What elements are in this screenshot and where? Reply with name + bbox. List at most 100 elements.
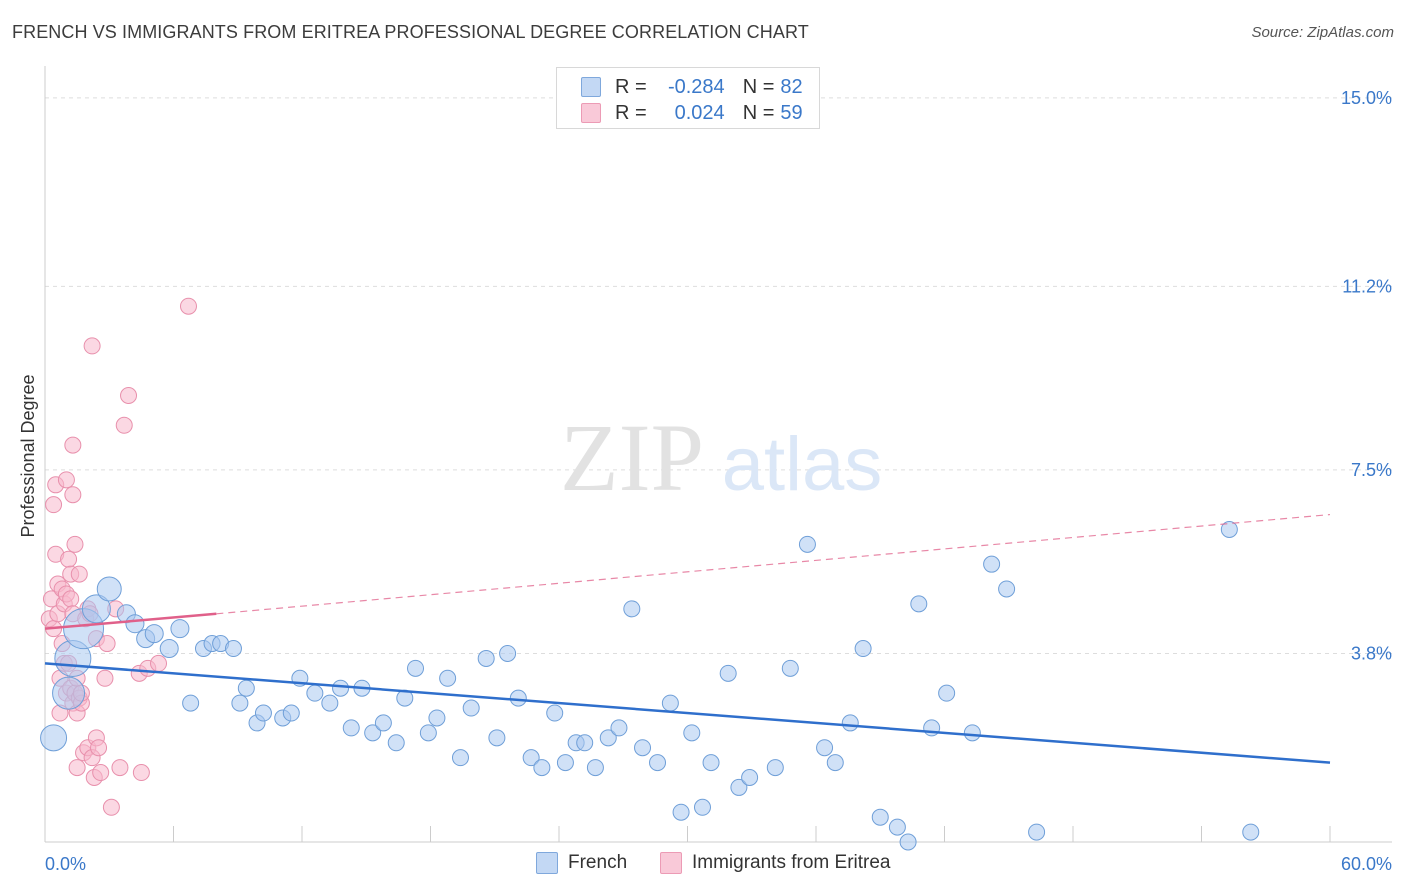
n-label: N =	[742, 101, 775, 124]
eritrea-swatch	[581, 103, 601, 123]
french-point	[237, 679, 255, 697]
y-tick-label: 15.0%	[1341, 88, 1392, 108]
eritrea-point	[68, 759, 86, 777]
french-point	[125, 614, 145, 634]
french-point	[546, 704, 564, 722]
french-point	[730, 778, 748, 796]
eritrea-point	[92, 764, 110, 782]
chart-title: FRENCH VS IMMIGRANTS FROM ERITREA PROFES…	[12, 22, 809, 42]
french-point	[888, 818, 906, 836]
french-point	[522, 749, 540, 767]
french-point	[649, 754, 667, 772]
eritrea-point	[45, 496, 63, 514]
french-point	[556, 754, 574, 772]
legend-item-eritrea: Immigrants from Eritrea	[660, 852, 890, 874]
source-credit: Source: ZipAtlas.com	[1251, 24, 1394, 41]
eritrea-point	[115, 416, 133, 434]
french-point	[364, 724, 382, 742]
french-point	[96, 576, 122, 602]
french-point	[374, 714, 392, 732]
french-point	[871, 808, 889, 826]
french-point	[1028, 823, 1046, 841]
french-point	[40, 724, 68, 752]
eritrea-point	[83, 337, 101, 355]
r-label: R =	[615, 75, 647, 98]
french-point	[509, 689, 527, 707]
r-label: R =	[615, 101, 647, 124]
eritrea-point	[90, 739, 108, 757]
eritrea-point	[64, 486, 82, 504]
french-point	[766, 759, 784, 777]
french-points	[40, 520, 1260, 851]
watermark-atlas: atlas	[722, 422, 883, 507]
french-point	[332, 679, 350, 697]
watermark-zip: ZIP	[560, 404, 704, 511]
trend-lines	[44, 513, 1331, 764]
french-point	[910, 595, 928, 613]
french-point	[998, 580, 1016, 598]
legend-label: French	[568, 852, 628, 873]
french-point	[719, 664, 737, 682]
eritrea-point	[57, 471, 75, 489]
eritrea-point	[179, 297, 197, 315]
french-point	[683, 724, 701, 742]
french-point	[170, 619, 190, 639]
french-point	[159, 639, 179, 659]
french-point	[387, 734, 405, 752]
french-point	[81, 594, 111, 624]
stats-row-french: R = -0.284 N = 82	[581, 75, 803, 99]
french-point	[231, 694, 249, 712]
watermark: ZIP atlas	[560, 404, 882, 511]
french-point	[1242, 823, 1260, 841]
french-point	[854, 640, 872, 658]
french-point	[623, 600, 641, 618]
eritrea-point	[62, 590, 80, 608]
eritrea-point	[120, 387, 138, 405]
r-value: -0.284	[667, 75, 725, 98]
eritrea-point	[64, 436, 82, 454]
n-label: N =	[742, 75, 775, 98]
french-point	[826, 754, 844, 772]
french-point	[419, 724, 437, 742]
x-tick-label: 60.0%	[1341, 854, 1392, 874]
french-point	[1220, 520, 1238, 538]
y-tick-label: 7.5%	[1351, 460, 1392, 480]
french-point	[499, 644, 517, 662]
french-point	[798, 535, 816, 553]
series-legend: French Immigrants from Eritrea	[0, 852, 1406, 878]
french-point	[254, 704, 272, 722]
eritrea-trend-extension	[216, 513, 1331, 615]
eritrea-point	[60, 550, 78, 568]
eritrea-trend-line	[44, 612, 217, 630]
french-point	[610, 719, 628, 737]
eritrea-point	[132, 764, 150, 782]
french-point	[781, 659, 799, 677]
x-tick-label: 0.0%	[45, 854, 86, 874]
french-point	[182, 694, 200, 712]
french-point	[661, 694, 679, 712]
eritrea-swatch	[660, 852, 682, 874]
eritrea-point	[66, 535, 84, 553]
french-trend-line	[44, 662, 1331, 764]
grid-layer	[45, 97, 1392, 654]
eritrea-point	[102, 798, 120, 816]
r-value: 0.024	[674, 101, 725, 124]
axes-layer	[44, 66, 1392, 843]
eritrea-point	[96, 669, 114, 687]
french-point	[306, 684, 324, 702]
french-point	[816, 739, 834, 757]
french-point	[462, 699, 480, 717]
n-value: 59	[780, 101, 803, 124]
french-point	[282, 704, 300, 722]
y-tick-label: 3.8%	[1351, 643, 1392, 663]
french-point	[702, 754, 720, 772]
eritrea-point	[70, 565, 88, 583]
french-point	[407, 659, 425, 677]
french-point	[451, 749, 469, 767]
french-point	[983, 555, 1001, 573]
tick-labels: 3.8% 7.5% 11.2% 15.0% 0.0% 60.0%	[45, 88, 1392, 874]
legend-label: Immigrants from Eritrea	[692, 852, 891, 873]
legend-item-french: French	[536, 852, 627, 874]
french-point	[428, 709, 446, 727]
